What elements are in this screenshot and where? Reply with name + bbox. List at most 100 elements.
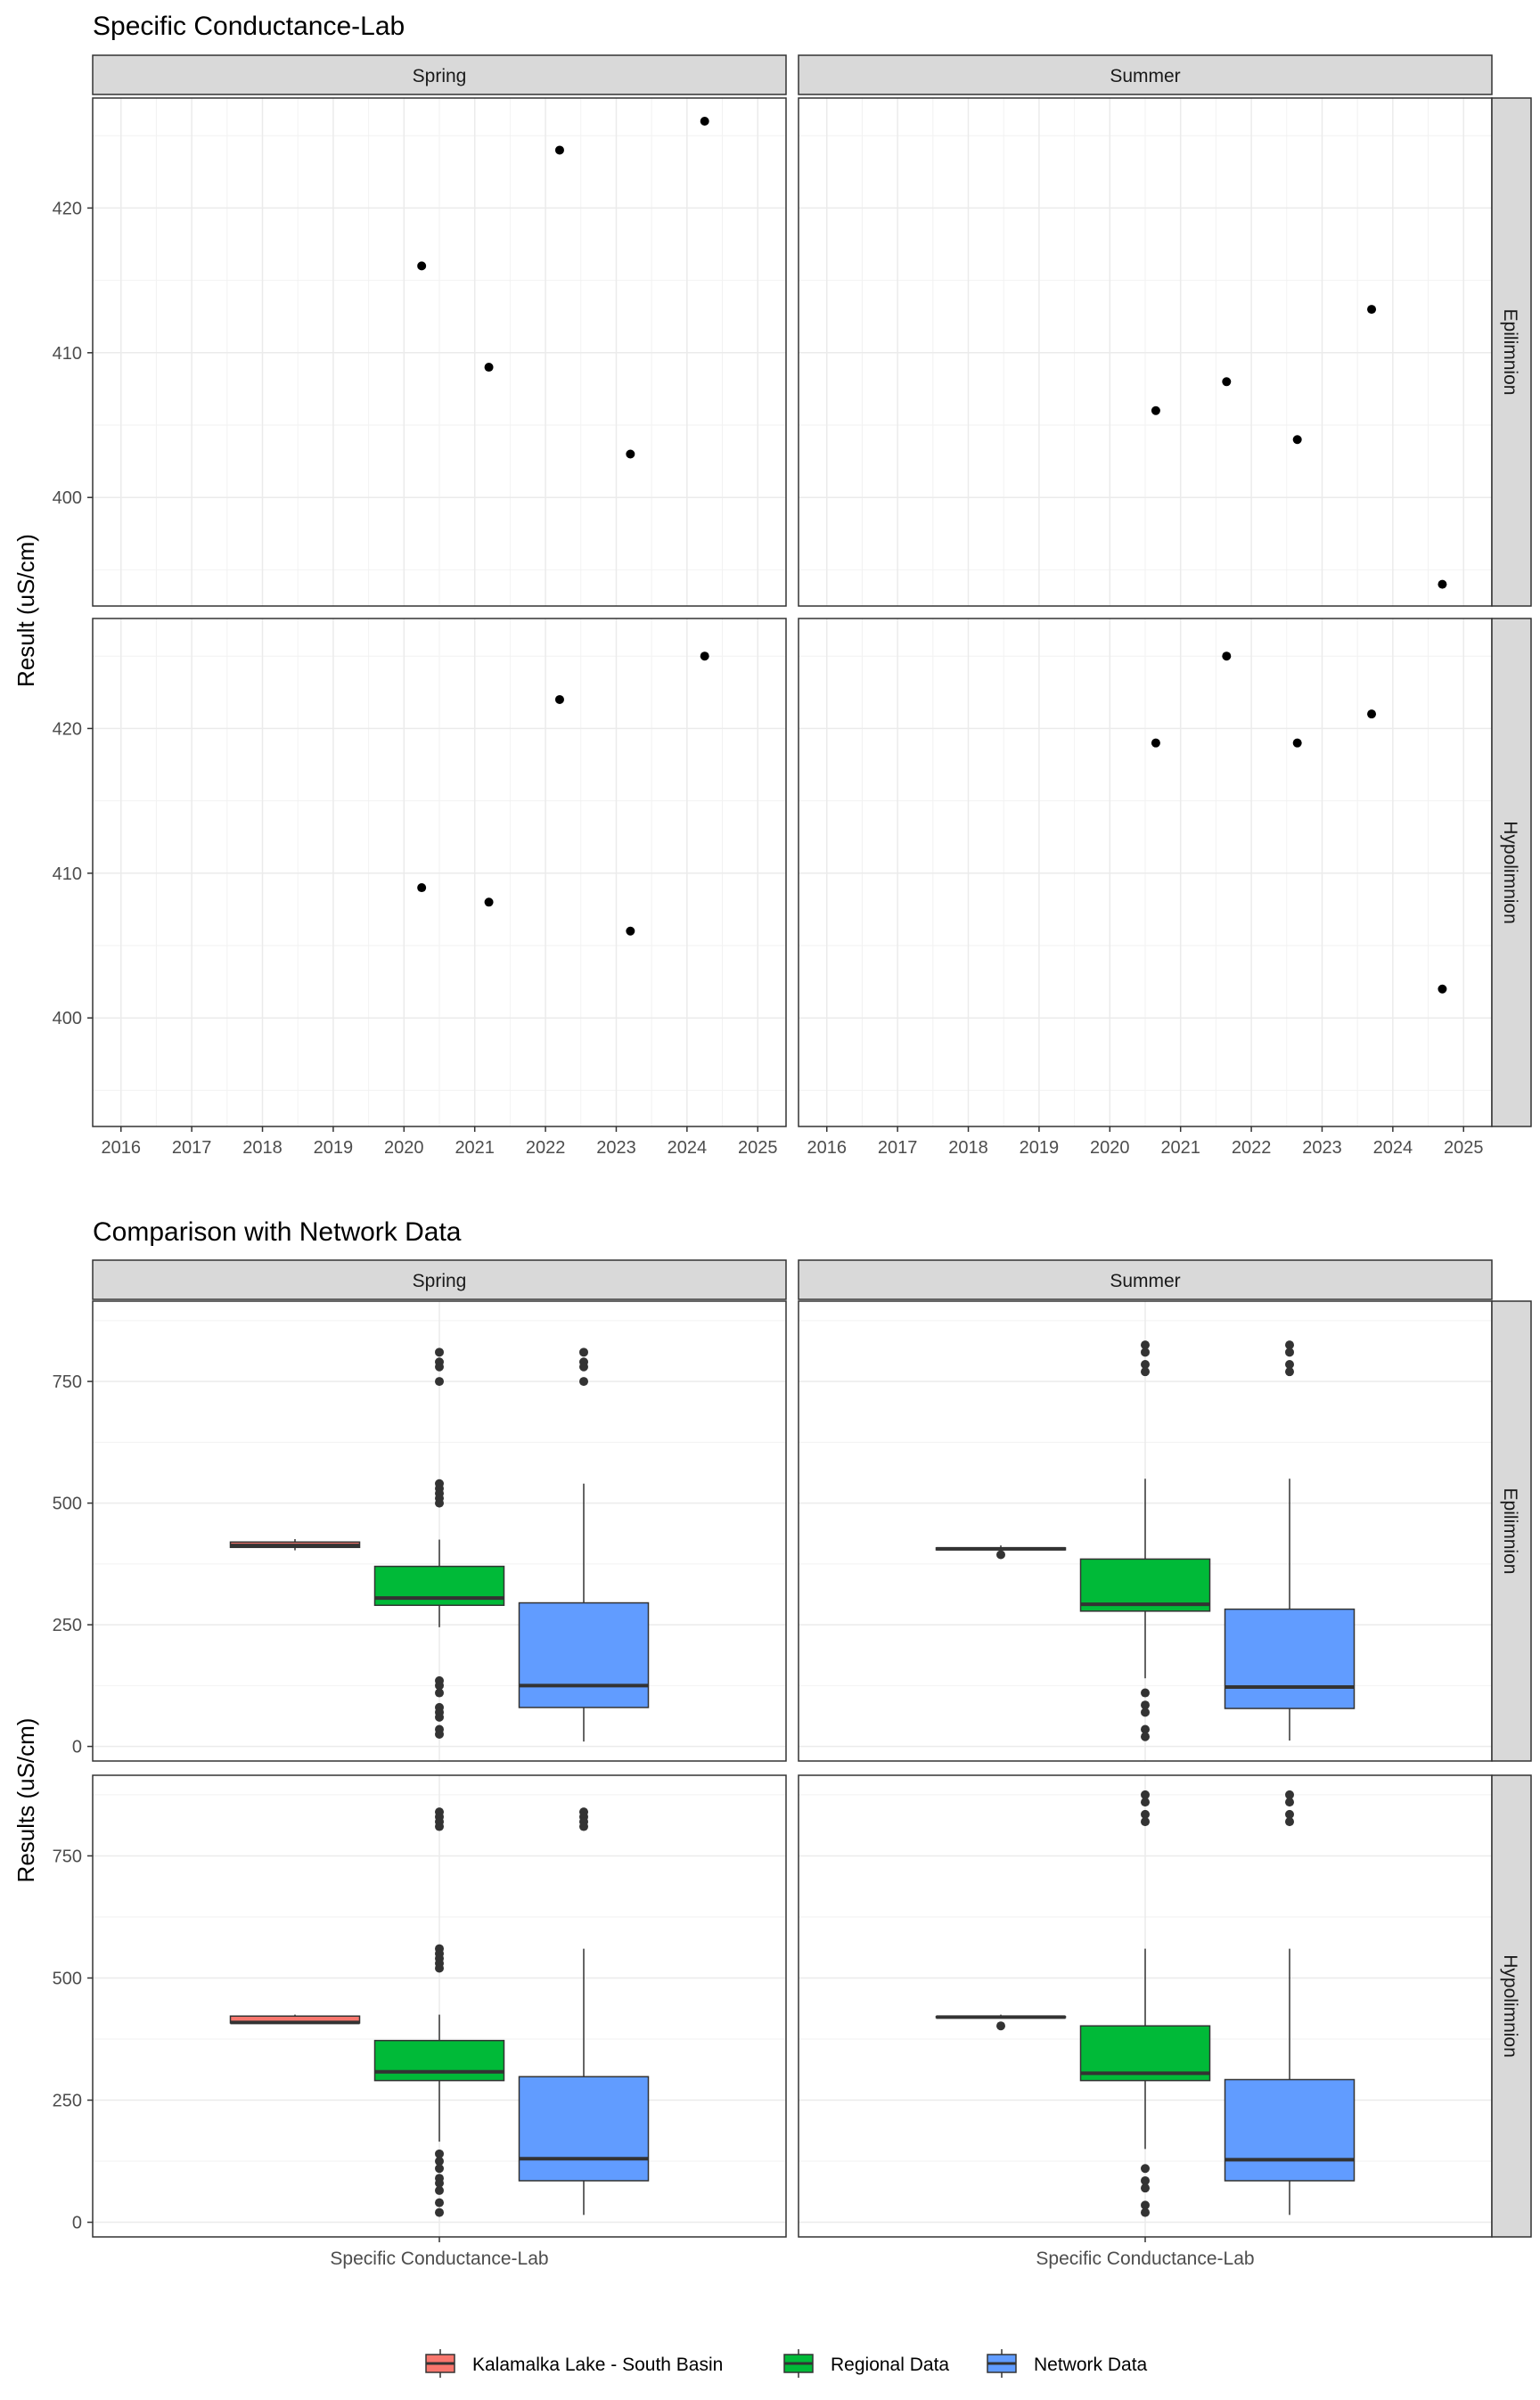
box-regional bbox=[1079, 1790, 1211, 2217]
box-network bbox=[518, 1347, 650, 1742]
data-point bbox=[554, 694, 564, 704]
outlier-point bbox=[1141, 1708, 1150, 1717]
y-tick-label: 400 bbox=[53, 488, 82, 508]
outlier-point bbox=[1141, 1790, 1150, 1799]
y-tick-label: 500 bbox=[53, 1969, 82, 1988]
outlier-point bbox=[1285, 1809, 1294, 1819]
facet-strip-summer bbox=[798, 54, 1493, 95]
legend-item-network: Network Data bbox=[987, 2349, 1148, 2378]
box-body bbox=[373, 2039, 505, 2082]
data-point bbox=[1438, 579, 1447, 589]
y-tick-label: 400 bbox=[53, 1009, 82, 1028]
outlier-point bbox=[435, 1498, 444, 1508]
data-point bbox=[1367, 305, 1377, 315]
boxplot-chart: 0 250 500 750 0 250 500 750 Specific Conductance… bbox=[53, 1259, 1532, 2269]
outlier-point bbox=[435, 1729, 444, 1739]
facet-strip-epilimnion bbox=[1491, 1300, 1532, 1762]
y-tick-label: 750 bbox=[53, 1847, 82, 1866]
box-kalamalka bbox=[229, 2014, 361, 2025]
data-point bbox=[484, 363, 494, 373]
box-body bbox=[1079, 1558, 1211, 1612]
facet-strip-hypolimnion bbox=[1491, 1774, 1532, 2238]
x-tick-label: 2022 bbox=[1232, 1138, 1272, 1158]
legend-label-network: Network Data bbox=[1034, 2355, 1148, 2375]
outlier-point bbox=[996, 2021, 1005, 2031]
outlier-point bbox=[435, 1347, 444, 1357]
x-tick-label: 2025 bbox=[738, 1138, 778, 1158]
data-point bbox=[1367, 709, 1377, 719]
y-tick-label: 500 bbox=[53, 1495, 82, 1514]
data-point bbox=[1151, 738, 1160, 748]
facet-strip-label-hypolimnion: Hypolimnion bbox=[1500, 1954, 1520, 2058]
box-network bbox=[518, 1807, 650, 2216]
scatter-panel-summer-epilimnion bbox=[798, 97, 1493, 607]
x-tick-label: 2021 bbox=[1160, 1138, 1200, 1158]
data-point bbox=[700, 116, 709, 126]
outlier-point bbox=[579, 1822, 588, 1831]
x-tick-label: 2017 bbox=[878, 1138, 918, 1158]
box-panel-spring-epilimnion bbox=[92, 1300, 787, 1762]
outlier-point bbox=[1141, 2208, 1150, 2217]
outlier-point bbox=[1141, 2200, 1150, 2210]
y-tick-label: 0 bbox=[72, 2214, 82, 2233]
legend-label-kalamalka: Kalamalka Lake - South Basin bbox=[472, 2355, 723, 2375]
x-tick-label: 2022 bbox=[526, 1138, 566, 1158]
data-point bbox=[1151, 405, 1160, 415]
box-body bbox=[1224, 2078, 1356, 2182]
facet-strip-label-epilimnion: Epilimnion bbox=[1500, 1488, 1520, 1575]
legend-label-regional: Regional Data bbox=[831, 2355, 949, 2375]
outlier-point bbox=[1285, 1347, 1294, 1357]
y-tick-label: 750 bbox=[53, 1372, 82, 1392]
data-point bbox=[484, 897, 494, 907]
x-tick-label: 2018 bbox=[242, 1138, 283, 1158]
scatter-panel-spring-epilimnion bbox=[92, 97, 787, 607]
box-regional bbox=[1079, 1340, 1211, 1741]
legend-item-kalamalka: Kalamalka Lake - South Basin bbox=[425, 2349, 723, 2378]
data-point bbox=[1222, 377, 1232, 387]
facet-strip-label-summer: Summer bbox=[1110, 1271, 1180, 1291]
outlier-point bbox=[1141, 1367, 1150, 1377]
data-point bbox=[417, 261, 427, 271]
x-tick-label: 2023 bbox=[596, 1138, 636, 1158]
outlier-point bbox=[1141, 2164, 1150, 2174]
facet-strip-hypolimnion bbox=[1491, 618, 1532, 1127]
outlier-point bbox=[435, 1681, 444, 1691]
outlier-point bbox=[435, 2208, 444, 2217]
facet-strip-epilimnion bbox=[1491, 97, 1532, 607]
box-regional bbox=[373, 1807, 505, 2217]
y-tick-label: 420 bbox=[53, 719, 82, 739]
box-panel-spring-hypolimnion bbox=[92, 1774, 787, 2238]
data-point bbox=[554, 145, 564, 155]
legend-item-regional: Regional Data bbox=[783, 2349, 949, 2378]
facet-strip-label-spring: Spring bbox=[413, 1271, 467, 1291]
box-body bbox=[518, 2076, 650, 2182]
x-tick-label: 2016 bbox=[807, 1138, 848, 1158]
y-tick-label: 410 bbox=[53, 864, 82, 884]
data-point bbox=[1438, 984, 1447, 994]
y-tick-label: 410 bbox=[53, 344, 82, 364]
outlier-point bbox=[1141, 1688, 1150, 1698]
boxplot-y-axis-label: Results (uS/cm) bbox=[12, 1718, 39, 1883]
x-tick-label: 2023 bbox=[1302, 1138, 1342, 1158]
outlier-point bbox=[435, 2178, 444, 2188]
outlier-point bbox=[1141, 1700, 1150, 1710]
facet-strip-label-summer: Summer bbox=[1110, 66, 1180, 86]
outlier-point bbox=[1285, 1340, 1294, 1350]
box-kalamalka bbox=[935, 2014, 1067, 2031]
outlier-point bbox=[1141, 2183, 1150, 2193]
x-tick-label: Specific Conductance-Lab bbox=[330, 2248, 548, 2269]
panel-border bbox=[92, 1300, 787, 1762]
x-tick-label: 2020 bbox=[1090, 1138, 1130, 1158]
box-network bbox=[1224, 1340, 1356, 1741]
x-tick-label: 2018 bbox=[948, 1138, 988, 1158]
outlier-point bbox=[1285, 1367, 1294, 1377]
outlier-point bbox=[579, 1377, 588, 1387]
scatter-chart-title: Specific Conductance-Lab bbox=[93, 12, 405, 41]
outlier-point bbox=[435, 1688, 444, 1698]
boxplot-chart-title: Comparison with Network Data bbox=[93, 1217, 462, 1247]
box-panel-summer-hypolimnion bbox=[798, 1774, 1493, 2238]
outlier-point bbox=[1285, 1359, 1294, 1369]
outlier-point bbox=[579, 1347, 588, 1357]
y-tick-label: 250 bbox=[53, 2092, 82, 2111]
